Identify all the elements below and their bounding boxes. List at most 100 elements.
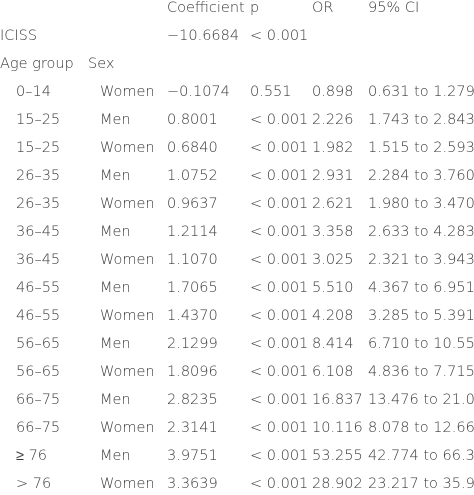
ci-cell: 4.367 to 6.951 [368,280,474,296]
sex-cell: Men [100,336,131,352]
age-cell: 0–14 [16,84,51,100]
ci-cell: 4.836 to 7.715 [368,364,474,380]
or-cell: 3.358 [312,224,354,240]
or-cell: 28.902 [312,476,363,492]
age-cell: 66–75 [16,392,61,408]
p-cell: 0.551 [250,84,292,100]
coefficient-cell: 0.6840 [167,140,218,156]
p-cell: < 0.001 [250,140,309,156]
header-cell: 95% CI [368,0,420,16]
coefficient-cell: 1.7065 [167,280,218,296]
age-cell: 46–55 [16,280,61,296]
or-cell: 0.898 [312,84,354,100]
row-label: ICISS [0,28,38,44]
sex-cell: Men [100,448,131,464]
sex-cell: Men [100,224,131,240]
age-cell: 56–65 [16,336,61,352]
coefficient-cell: −0.1074 [167,84,230,100]
coefficient-cell: 1.1070 [167,252,218,268]
p-cell: < 0.001 [250,224,309,240]
p-cell: < 0.001 [250,196,309,212]
coefficient-cell: 3.9751 [167,448,218,464]
p-cell: < 0.001 [250,392,309,408]
coefficient-cell: 0.8001 [167,112,218,128]
age-cell: 36–45 [16,224,61,240]
age-cell: 15–25 [16,140,61,156]
age-cell: 66–75 [16,420,61,436]
ci-cell: 2.284 to 3.760 [368,168,474,184]
header-cell: Coefficient [167,0,245,16]
p-cell: < 0.001 [250,280,309,296]
or-cell: 1.982 [312,140,354,156]
p-cell: < 0.001 [250,112,309,128]
sex-cell: Women [100,140,155,156]
age-cell: 26–35 [16,168,61,184]
age-cell: 46–55 [16,308,61,324]
or-cell: 53.255 [312,448,363,464]
coefficient-cell: 1.0752 [167,168,218,184]
ci-cell: 2.321 to 3.943 [368,252,474,268]
p-cell: < 0.001 [250,252,309,268]
ci-cell: 1.743 to 2.843 [368,112,474,128]
header-cell: p [250,0,260,16]
age-cell: ≥ 76 [16,448,48,464]
or-cell: 5.510 [312,280,354,296]
p-cell: < 0.001 [250,28,309,44]
coefficient-cell: 1.2114 [167,224,218,240]
or-cell: 3.025 [312,252,354,268]
coefficient-cell: 2.8235 [167,392,218,408]
sex-cell: Women [100,420,155,436]
sex-cell: Women [100,84,155,100]
coefficient-cell: 3.3639 [167,476,218,492]
or-cell: 4.208 [312,308,354,324]
ci-cell: 6.710 to 10.550 [368,336,474,352]
sex-cell: Women [100,364,155,380]
coefficient-cell: 2.3141 [167,420,218,436]
p-cell: < 0.001 [250,308,309,324]
or-cell: 2.621 [312,196,354,212]
coefficient-cell: 2.1299 [167,336,218,352]
p-cell: < 0.001 [250,448,309,464]
or-cell: 6.108 [312,364,354,380]
ci-cell: 13.476 to 21.035 [368,392,474,408]
or-cell: 10.116 [312,420,363,436]
ci-cell: 23.217 to 35.978 [368,476,474,492]
p-cell: < 0.001 [250,420,309,436]
sex-cell: Men [100,280,131,296]
coefficient-cell: 1.4370 [167,308,218,324]
sex-cell: Men [100,392,131,408]
or-cell: 16.837 [312,392,363,408]
group-label: Sex [88,56,115,72]
sex-cell: Women [100,252,155,268]
sex-cell: Women [100,308,155,324]
coefficient-cell: −10.6684 [167,28,240,44]
ci-cell: 2.633 to 4.283 [368,224,474,240]
sex-cell: Women [100,476,155,492]
sex-cell: Men [100,112,131,128]
age-cell: > 76 [16,476,52,492]
age-cell: 15–25 [16,112,61,128]
group-label: Age group [0,56,74,72]
ci-cell: 8.078 to 12.668 [368,420,474,436]
ci-cell: 1.980 to 3.470 [368,196,474,212]
age-cell: 56–65 [16,364,61,380]
sex-cell: Women [100,196,155,212]
or-cell: 2.226 [312,112,354,128]
or-cell: 2.931 [312,168,354,184]
age-cell: 36–45 [16,252,61,268]
ci-cell: 1.515 to 2.593 [368,140,474,156]
coefficient-cell: 1.8096 [167,364,218,380]
header-cell: OR [312,0,334,16]
sex-cell: Men [100,168,131,184]
coefficient-cell: 0.9637 [167,196,218,212]
or-cell: 8.414 [312,336,354,352]
p-cell: < 0.001 [250,336,309,352]
ci-cell: 42.774 to 66.303 [368,448,474,464]
p-cell: < 0.001 [250,168,309,184]
age-cell: 26–35 [16,196,61,212]
p-cell: < 0.001 [250,476,309,492]
ci-cell: 3.285 to 5.391 [368,308,474,324]
p-cell: < 0.001 [250,364,309,380]
ci-cell: 0.631 to 1.279 [368,84,474,100]
